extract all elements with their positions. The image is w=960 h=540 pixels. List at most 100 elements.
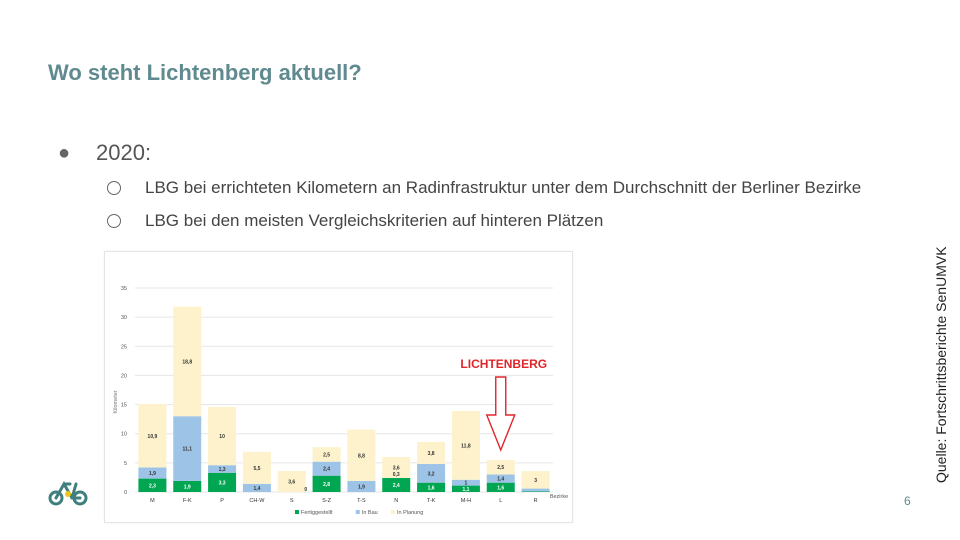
bar-segment xyxy=(417,441,446,465)
data-label: 2,4 xyxy=(393,483,400,489)
data-label: 1,1 xyxy=(462,487,469,493)
data-label: 1,9 xyxy=(184,484,191,490)
bar-segment xyxy=(242,451,271,484)
sub-bullet-text: LBG bei den meisten Vergleichskriterien … xyxy=(145,211,604,230)
main-bullet-text: 2020: xyxy=(96,140,152,165)
bar-segment xyxy=(347,480,376,492)
data-label: 1,9 xyxy=(358,484,365,490)
bar-segment xyxy=(242,483,271,492)
x-tick-label: S xyxy=(290,498,294,504)
bar-segment xyxy=(173,306,202,417)
bar-segment xyxy=(382,457,411,479)
bar-segment xyxy=(486,474,515,483)
data-label: 10,9 xyxy=(148,434,158,440)
sub-bullet: LBG bei errichteten Kilometern an Radinf… xyxy=(107,178,861,198)
data-label: 11,1 xyxy=(183,447,193,453)
bar-segment xyxy=(173,480,202,492)
data-label: 2,3 xyxy=(149,483,156,489)
bar-segment xyxy=(138,478,167,492)
bar-segment xyxy=(208,406,237,466)
bar-segment xyxy=(173,416,202,481)
x-tick-label: M-H xyxy=(461,498,471,504)
data-label: 11,8 xyxy=(461,443,471,449)
x-tick-label: T-K xyxy=(427,498,436,504)
y-tick-label: 30 xyxy=(121,315,127,321)
legend-label: In Planung xyxy=(397,510,423,516)
x-tick-label: CH-W xyxy=(249,498,265,504)
data-label: 2,5 xyxy=(323,452,330,458)
data-label: 0 xyxy=(304,487,307,493)
data-label: 3 xyxy=(534,478,537,484)
x-tick-label: M xyxy=(150,498,155,504)
data-label: 1,6 xyxy=(428,485,435,491)
y-tick-label: 20 xyxy=(121,373,127,379)
legend-label: In Bau xyxy=(362,510,378,516)
data-label: 1 xyxy=(465,481,468,487)
bar-segment xyxy=(208,465,237,473)
bar-segment xyxy=(521,488,550,492)
y-tick-label: 35 xyxy=(121,286,127,292)
legend-swatch xyxy=(355,510,360,514)
data-label: 1,3 xyxy=(219,467,226,473)
logo xyxy=(48,478,88,506)
data-label: 0,3 xyxy=(393,472,400,478)
data-label: 3,6 xyxy=(288,480,295,486)
y-tick-label: 0 xyxy=(124,490,127,496)
bar-segment xyxy=(208,472,237,492)
bar-segment xyxy=(138,467,167,479)
legend-label: Fertiggestellt xyxy=(301,510,333,516)
bar-segment xyxy=(138,403,167,468)
data-label: 2,4 xyxy=(323,467,330,473)
legend-swatch xyxy=(295,510,299,514)
data-label: 3,8 xyxy=(428,451,435,457)
data-label: 2,8 xyxy=(323,482,330,488)
hollow-bullet-icon xyxy=(107,181,121,195)
lichtenberg-annotation: LICHTENBERG xyxy=(460,357,547,371)
bar-segment xyxy=(451,479,480,486)
data-label: 0,09 xyxy=(549,487,559,493)
bar-segment xyxy=(312,447,341,462)
data-label: 1,4 xyxy=(497,477,504,483)
x-tick-label: L xyxy=(499,498,502,504)
y-tick-label: 10 xyxy=(121,432,127,438)
bike-logo-icon xyxy=(48,480,88,506)
data-label: 10 xyxy=(219,434,225,440)
bar-segment xyxy=(277,471,306,492)
bullet-dot-icon: ● xyxy=(58,141,71,164)
legend-swatch xyxy=(391,510,395,514)
x-tick-label: N xyxy=(394,498,398,504)
data-label: 5,5 xyxy=(253,466,260,472)
bar-segment xyxy=(451,410,480,480)
data-label: 2,5 xyxy=(497,465,504,471)
bar-segment xyxy=(312,475,341,492)
data-label: 3,6 xyxy=(393,466,400,472)
data-label: 1,9 xyxy=(149,471,156,477)
bar-segment xyxy=(382,478,411,492)
bar-segment xyxy=(312,461,341,476)
data-label: 3,2 xyxy=(428,471,435,477)
sub-bullet-text: LBG bei errichteten Kilometern an Radinf… xyxy=(145,178,862,197)
y-tick-label: 25 xyxy=(121,344,127,350)
arrow-down-icon xyxy=(485,376,516,452)
bar-chart: 05101520253035Kilometer2,31,910,9M1,911,… xyxy=(113,286,568,516)
bar-segment xyxy=(486,459,515,475)
bar-segment xyxy=(417,482,446,492)
x-tick-label: T-S xyxy=(357,498,366,504)
x-tick-label: F-K xyxy=(183,498,192,504)
data-label: 18,8 xyxy=(182,359,192,365)
hollow-bullet-icon xyxy=(107,214,121,228)
data-label: 1,6 xyxy=(497,485,504,491)
bar-segment xyxy=(451,485,480,492)
main-bullet: ● 2020: xyxy=(58,140,151,166)
bar-segment xyxy=(521,471,550,489)
page-number: 6 xyxy=(904,494,911,508)
x-tick-label: P xyxy=(220,498,224,504)
bar-segment xyxy=(521,491,550,492)
y-axis-label: Kilometer xyxy=(113,390,119,413)
source-note: Quelle: Fortschrittsberichte SenUMVK xyxy=(933,246,949,483)
x-axis-label: Bezirke xyxy=(550,494,568,500)
y-tick-label: 5 xyxy=(124,461,127,467)
bar-segment xyxy=(486,482,515,492)
x-tick-label: R xyxy=(534,498,538,504)
data-label: 8,8 xyxy=(358,453,365,459)
